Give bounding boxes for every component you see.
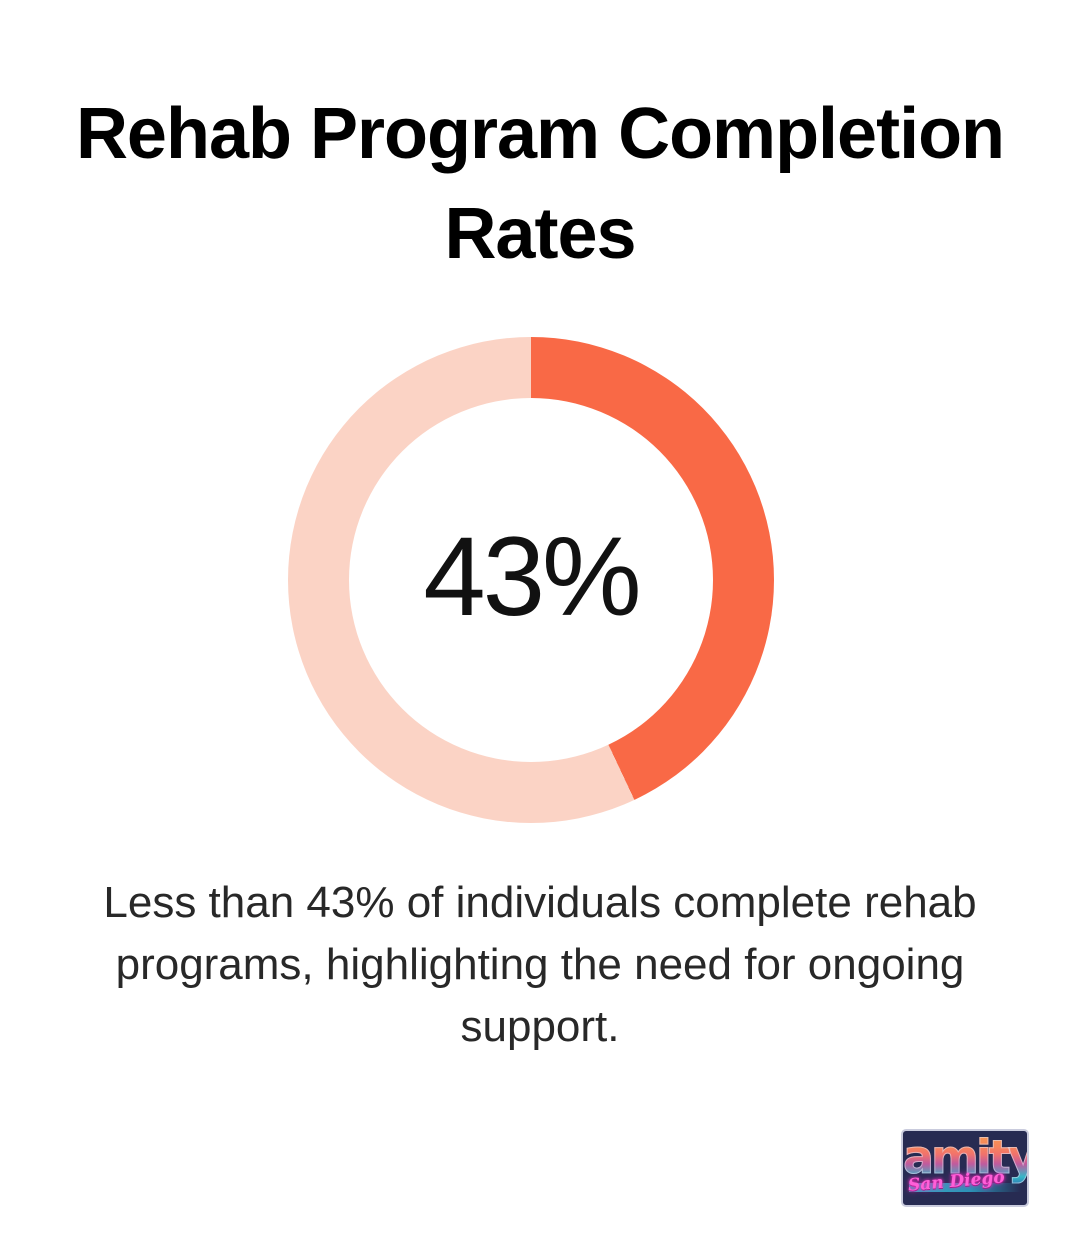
logo-wordmark: amity [903, 1130, 1029, 1185]
caption-line-3: support. [460, 1002, 620, 1051]
caption-line-1: Less than 43% of individuals complete re… [103, 878, 977, 927]
caption-line-2: programs, highlighting the need for ongo… [115, 940, 965, 989]
page-title-line-2: Rates [444, 194, 636, 274]
donut-hole [349, 398, 713, 762]
donut-center-label: 43% [423, 513, 641, 639]
amity-logo: amity San Diego [901, 1129, 1029, 1207]
page-title-line-1: Rehab Program Completion [75, 94, 1005, 174]
caption: Less than 43% of individuals complete re… [0, 872, 1080, 1058]
page-title: Rehab Program Completion Rates [0, 84, 1080, 284]
donut-chart: 43% [288, 337, 774, 823]
logo-water-graphic [909, 1183, 1021, 1192]
